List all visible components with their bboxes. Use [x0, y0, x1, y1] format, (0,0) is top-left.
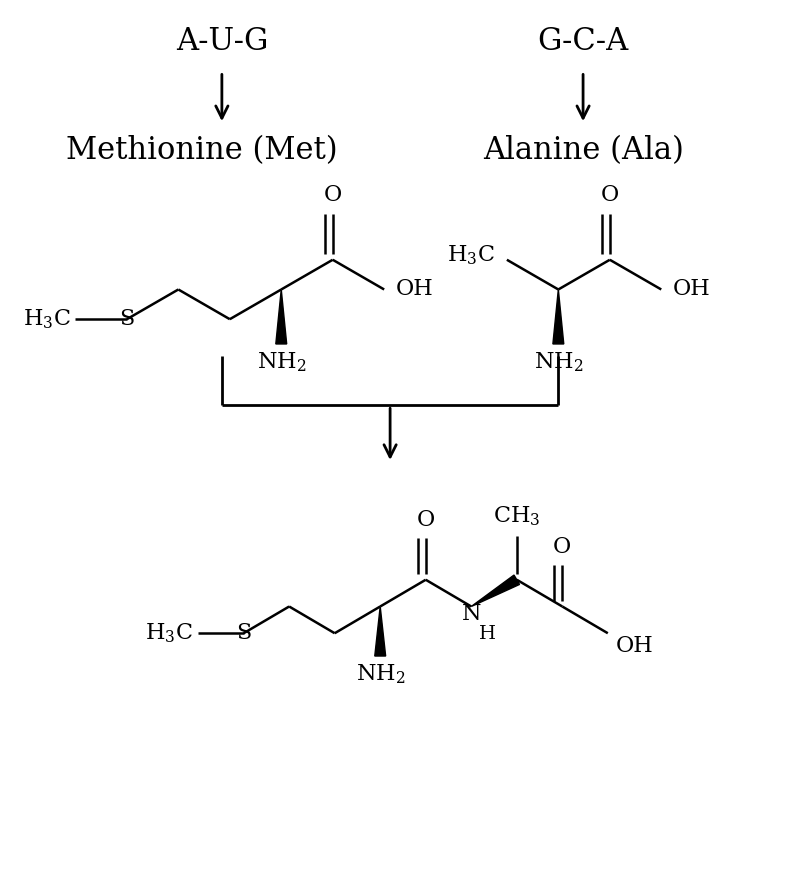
Text: S: S: [119, 308, 134, 330]
Text: $\mathregular{H_3C}$: $\mathregular{H_3C}$: [22, 307, 70, 331]
Text: Alanine (Ala): Alanine (Ala): [482, 135, 683, 166]
Text: $\mathregular{H_3C}$: $\mathregular{H_3C}$: [447, 243, 495, 267]
Text: $\mathregular{CH_3}$: $\mathregular{CH_3}$: [493, 505, 541, 528]
Text: OH: OH: [673, 279, 711, 300]
Text: O: O: [553, 536, 571, 558]
Polygon shape: [471, 575, 519, 606]
Text: $\mathregular{H_3C}$: $\mathregular{H_3C}$: [146, 622, 193, 645]
Text: O: O: [323, 184, 342, 206]
Text: A-U-G: A-U-G: [176, 26, 268, 57]
Text: O: O: [601, 184, 619, 206]
Polygon shape: [276, 289, 286, 344]
Text: G-C-A: G-C-A: [538, 26, 629, 57]
Text: S: S: [236, 622, 251, 644]
Text: N: N: [462, 604, 481, 625]
Text: Methionine (Met): Methionine (Met): [66, 135, 338, 166]
Polygon shape: [374, 606, 386, 656]
Text: $\mathregular{NH_2}$: $\mathregular{NH_2}$: [534, 350, 583, 373]
Text: OH: OH: [396, 279, 434, 300]
Text: $\mathregular{NH_2}$: $\mathregular{NH_2}$: [355, 662, 405, 686]
Text: O: O: [417, 509, 435, 531]
Text: OH: OH: [616, 635, 654, 657]
Polygon shape: [553, 289, 564, 344]
Text: $\mathregular{NH_2}$: $\mathregular{NH_2}$: [257, 350, 306, 373]
Text: H: H: [479, 625, 496, 643]
